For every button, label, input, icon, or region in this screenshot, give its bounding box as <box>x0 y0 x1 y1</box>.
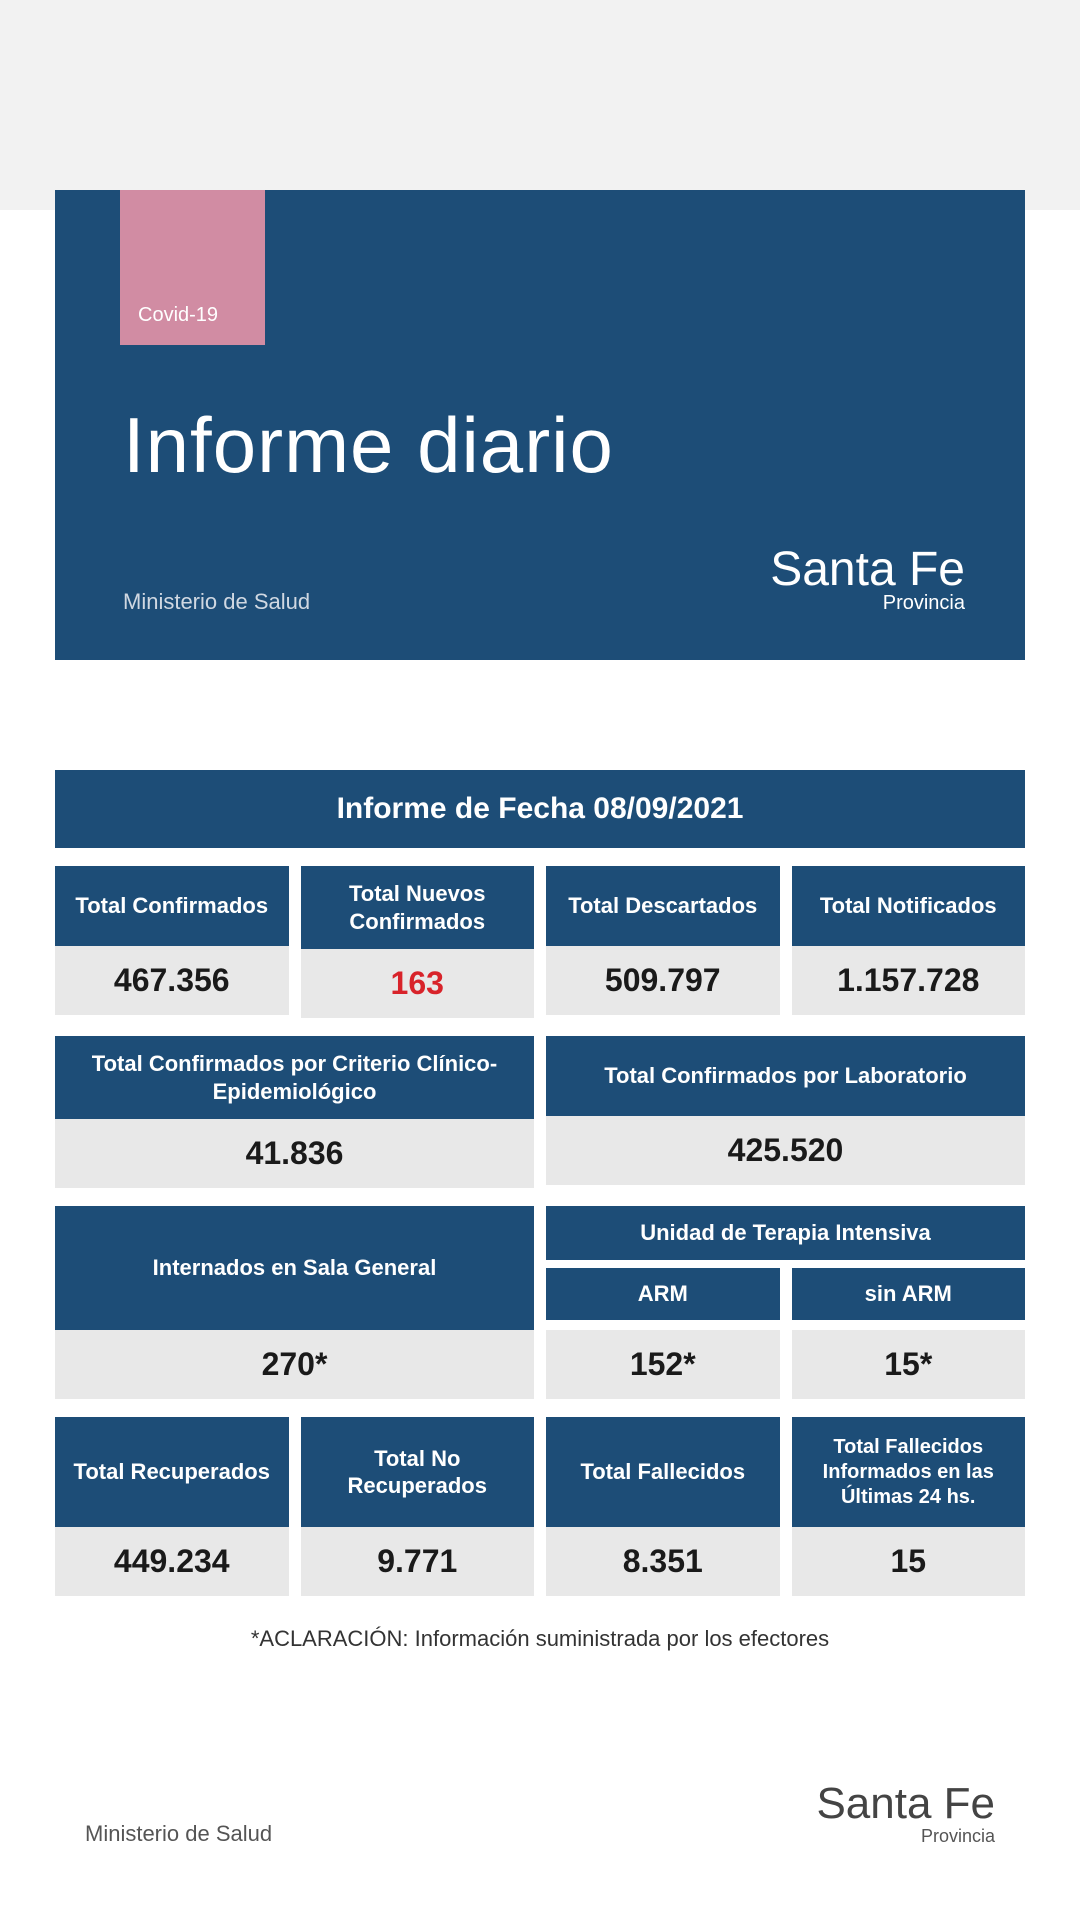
stat-label: Total Fallecidos Informados en las Últim… <box>792 1417 1026 1527</box>
stat-label: Internados en Sala General <box>55 1206 534 1330</box>
stat-value: 15 <box>792 1527 1026 1596</box>
footer-ministry: Ministerio de Salud <box>85 1821 272 1847</box>
uti-header: Unidad de Terapia Intensiva <box>546 1206 1025 1260</box>
stat-clinico: Total Confirmados por Criterio Clínico-E… <box>55 1036 534 1188</box>
stat-value: 9.771 <box>301 1527 535 1596</box>
stat-label: Total Fallecidos <box>546 1417 780 1527</box>
stat-label: Total Confirmados por Criterio Clínico-E… <box>55 1036 534 1119</box>
stat-value: 41.836 <box>55 1119 534 1188</box>
footer-brand-sub: Provincia <box>816 1826 995 1847</box>
footer-logo: Santa Fe Provincia <box>816 1782 995 1847</box>
uti-values: 152* 15* <box>546 1330 1025 1399</box>
uti-block: Unidad de Terapia Intensiva ARM sin ARM <box>546 1206 1025 1330</box>
hospitalization-values: 270* 152* 15* <box>55 1330 1025 1399</box>
stat-recuperados: Total Recuperados 449.234 <box>55 1417 289 1596</box>
stat-value: 163 <box>301 949 535 1018</box>
stat-fallecidos: Total Fallecidos 8.351 <box>546 1417 780 1596</box>
stat-descartados: Total Descartados 509.797 <box>546 866 780 1018</box>
ministry-label: Ministerio de Salud <box>123 589 310 615</box>
hospitalization-row: Internados en Sala General Unidad de Ter… <box>55 1206 1025 1330</box>
uti-subheaders: ARM sin ARM <box>546 1268 1025 1320</box>
stat-value: 449.234 <box>55 1527 289 1596</box>
stat-label: Total Confirmados <box>55 866 289 946</box>
stat-value: 467.356 <box>55 946 289 1015</box>
arm-value: 152* <box>546 1330 780 1399</box>
stat-total-confirmados: Total Confirmados 467.356 <box>55 866 289 1018</box>
stats-row-1: Total Confirmados 467.356 Total Nuevos C… <box>55 866 1025 1018</box>
footer-brand-main: Santa Fe <box>816 1782 995 1826</box>
brand-main: Santa Fe <box>770 546 965 594</box>
arm-label: ARM <box>546 1268 780 1320</box>
stat-label: Total Nuevos Confirmados <box>301 866 535 949</box>
stat-laboratorio: Total Confirmados por Laboratorio 425.52… <box>546 1036 1025 1188</box>
stat-value: 1.157.728 <box>792 946 1026 1015</box>
santafe-logo: Santa Fe Provincia <box>770 546 965 615</box>
stat-fallecidos-24h: Total Fallecidos Informados en las Últim… <box>792 1417 1026 1596</box>
stat-no-recuperados: Total No Recuperados 9.771 <box>301 1417 535 1596</box>
stat-value: 509.797 <box>546 946 780 1015</box>
footnote: *ACLARACIÓN: Información suministrada po… <box>55 1626 1025 1652</box>
stats-row-4: Total Recuperados 449.234 Total No Recup… <box>55 1417 1025 1596</box>
stat-label: Total Recuperados <box>55 1417 289 1527</box>
stat-label: Total Confirmados por Laboratorio <box>546 1036 1025 1116</box>
stat-notificados: Total Notificados 1.157.728 <box>792 866 1026 1018</box>
stat-value: 8.351 <box>546 1527 780 1596</box>
top-gray-bar <box>0 0 1080 210</box>
stats-row-2: Total Confirmados por Criterio Clínico-E… <box>55 1036 1025 1188</box>
stat-sala-general: Internados en Sala General <box>55 1206 534 1330</box>
stat-value: 425.520 <box>546 1116 1025 1185</box>
report-date-bar: Informe de Fecha 08/09/2021 <box>55 770 1025 848</box>
stat-label: Total Notificados <box>792 866 1026 946</box>
sinarm-value: 15* <box>792 1330 1026 1399</box>
covid-tag: Covid-19 <box>120 190 265 345</box>
stat-nuevos-confirmados: Total Nuevos Confirmados 163 <box>301 866 535 1018</box>
covid-tag-label: Covid-19 <box>138 304 218 327</box>
page-footer: Ministerio de Salud Santa Fe Provincia <box>0 1782 1080 1847</box>
hero-bottom-row: Ministerio de Salud Santa Fe Provincia <box>105 546 975 615</box>
sala-general-value: 270* <box>55 1330 534 1399</box>
sinarm-label: sin ARM <box>792 1268 1026 1320</box>
hero-banner: Covid-19 Informe diario Ministerio de Sa… <box>55 190 1025 660</box>
content-area: Covid-19 Informe diario Ministerio de Sa… <box>0 190 1080 1652</box>
stat-label: Total Descartados <box>546 866 780 946</box>
stat-label: Total No Recuperados <box>301 1417 535 1527</box>
